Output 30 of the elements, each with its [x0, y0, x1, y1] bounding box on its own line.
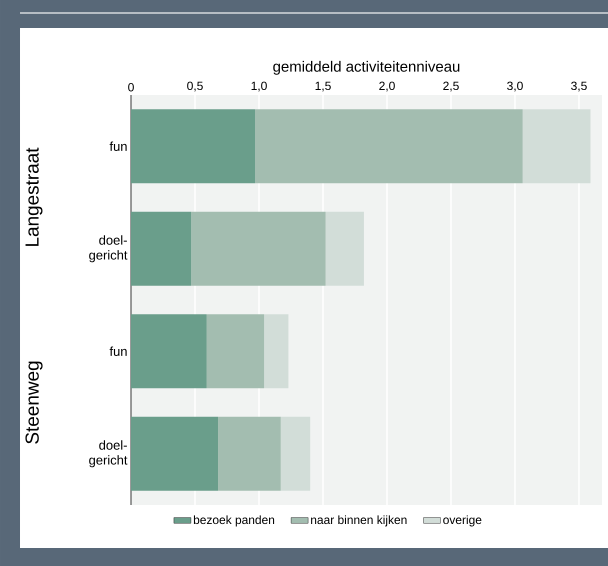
x-axis-title: gemiddeld activiteitenniveau: [273, 60, 460, 75]
bar: [326, 212, 364, 286]
bar: [255, 109, 523, 184]
legend-label: bezoek panden: [194, 515, 274, 526]
y-tick-label: doel-gericht: [89, 440, 128, 468]
bar: [131, 416, 218, 491]
text: Langestraat: [26, 148, 42, 246]
x-tick-label: 3,5: [571, 82, 587, 92]
legend-label: naar binnen kijken: [311, 515, 407, 526]
bar: [191, 212, 326, 286]
x-tick-label: 3,0: [507, 82, 523, 92]
bar: [131, 212, 192, 286]
x-tick-label: 2,0: [379, 82, 395, 92]
y-tick-label: doel-gericht: [89, 235, 128, 262]
bar: [264, 314, 288, 388]
x-tick-label: 0: [128, 83, 134, 92]
bar: [522, 109, 590, 184]
y-tick-label: fun: [110, 346, 127, 356]
legend-label: overige: [443, 515, 482, 526]
x-tick-label: 0,5: [187, 82, 203, 92]
x-tick-label: 1,0: [252, 82, 267, 92]
bar: [218, 416, 281, 491]
bar: [131, 314, 207, 388]
bar: [280, 416, 310, 491]
y-tick-label: fun: [110, 141, 127, 151]
x-tick-label: 1,5: [316, 82, 331, 92]
bar: [206, 314, 264, 388]
text: Steenweg: [25, 362, 43, 444]
x-tick-label: 2,5: [443, 82, 459, 92]
bar: [131, 109, 256, 184]
